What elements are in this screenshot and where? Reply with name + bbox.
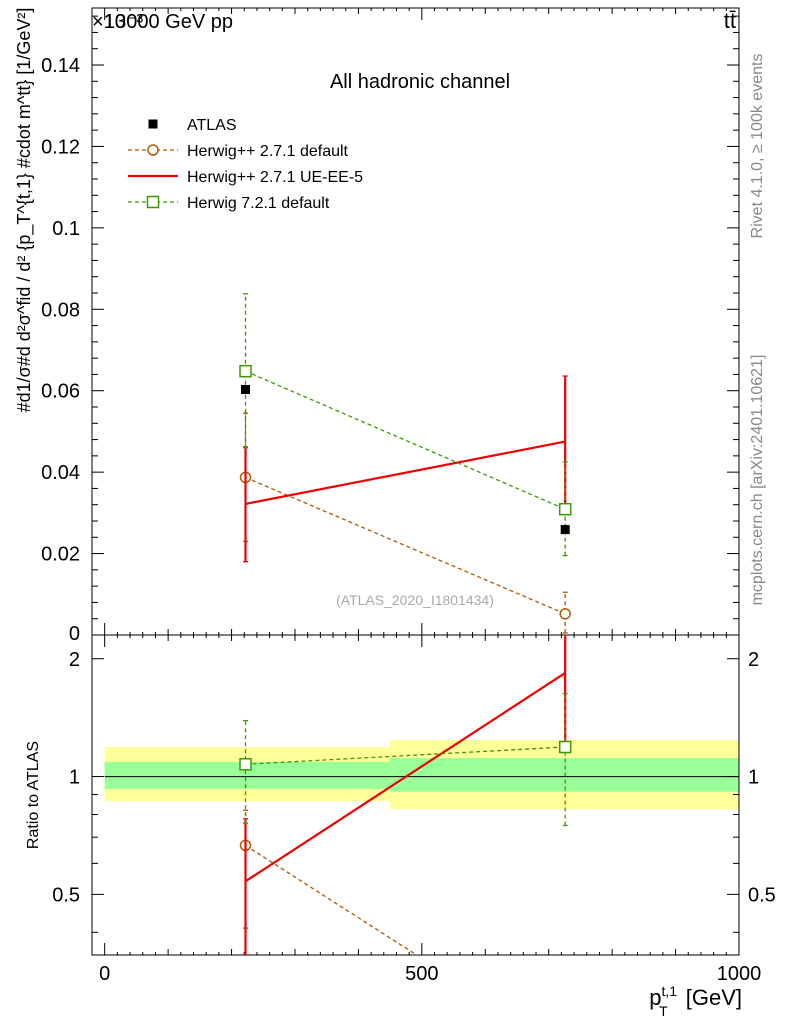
ratio-series-herwig-2-7-1-default <box>239 809 418 955</box>
legend-label: Herwig++ 2.7.1 default <box>187 143 349 160</box>
series-line <box>245 370 566 510</box>
y-tick-label: 0.1 <box>52 218 80 240</box>
mcplots-label: mcplots.cern.ch [arXiv:2401.10621] <box>749 355 766 606</box>
legend-item: Herwig 7.2.1 default <box>128 195 330 212</box>
y-tick-label: 0.04 <box>41 462 80 484</box>
series-line <box>245 476 566 615</box>
data-point <box>239 364 252 378</box>
y-exponent-label: ×10⁻³ <box>92 11 143 33</box>
ratio-plot-frame <box>91 634 740 956</box>
ratio-series-herwig-7-2-1-default <box>239 692 572 827</box>
x-ticks: 0 500 1000 <box>99 8 761 985</box>
rivet-version-label: Rivet 4.1.0, ≥ 100k events <box>749 54 766 239</box>
main-y-axis-label: #d1/σ#d d²σ^fid / d² {p_T^{t,1} #cdot m^… <box>14 8 35 413</box>
y-tick-label: 0.08 <box>41 299 80 321</box>
legend-item: Herwig++ 2.7.1 UE-EE-5 <box>128 169 363 186</box>
y-tick-label: 0 <box>69 623 80 645</box>
legend-swatch <box>147 144 159 156</box>
x-axis-label: pt,1 T [GeV] <box>649 983 742 1019</box>
x-axis-label-sup: t,1 <box>662 983 678 999</box>
data-point <box>239 758 252 771</box>
x-tick-label: 500 <box>405 963 438 985</box>
y-tick-label: 0.14 <box>41 55 80 77</box>
ratio-y-axis-label: Ratio to ATLAS <box>25 741 42 849</box>
y-tick-label: 0.06 <box>41 381 80 403</box>
x-axis-label-unit: [GeV] <box>680 985 742 1010</box>
legend-label: Herwig++ 2.7.1 UE-EE-5 <box>187 169 363 186</box>
y-ticks-main: 0 0.02 0.04 0.06 0.08 0.1 0.12 0.14 <box>41 15 739 645</box>
legend: ATLAS Herwig++ 2.7.1 default Herwig++ 2.7.… <box>128 117 363 212</box>
x-axis-label-sub: T <box>659 1003 668 1019</box>
series-atlas <box>241 384 570 535</box>
y-tick-label: 2 <box>69 649 80 671</box>
data-point <box>560 525 570 535</box>
data-point <box>241 384 251 394</box>
y-tick-label-right: 2 <box>748 649 759 671</box>
x-tick-label: 1000 <box>717 963 762 985</box>
legend-swatch <box>146 195 160 209</box>
data-point <box>558 502 572 516</box>
legend-item: Herwig++ 2.7.1 default <box>128 143 349 160</box>
analysis-label: (ATLAS_2020_I1801434) <box>336 592 494 608</box>
series-line <box>245 746 566 765</box>
data-point <box>559 608 571 620</box>
series-line <box>245 844 418 955</box>
chart-title: All hadronic channel <box>330 71 510 93</box>
y-tick-label-right: 1 <box>748 767 759 789</box>
y-tick-label: 1 <box>69 767 80 789</box>
x-axis-label-main: p <box>649 985 661 1010</box>
x-tick-label: 0 <box>99 963 110 985</box>
series-herwig-7-2-1-default <box>239 293 572 557</box>
legend-swatch <box>148 119 158 129</box>
y-ticks-ratio: 0.5 0.5 1 1 2 2 <box>52 649 776 933</box>
series-herwig-2-7-1-ue-ee-5 <box>243 375 568 563</box>
main-plot-frame <box>91 7 740 636</box>
ratio-uncertainty-bands <box>104 740 739 810</box>
data-point <box>558 740 572 754</box>
series-line <box>245 440 566 505</box>
y-tick-label: 0.02 <box>41 544 80 566</box>
y-tick-label-right: 0.5 <box>748 884 776 906</box>
main-series <box>239 293 572 634</box>
y-tick-label: 0.12 <box>41 136 80 158</box>
legend-item: ATLAS <box>148 117 237 134</box>
energy-label: 13000 GeV pp <box>104 11 233 33</box>
y-tick-label: 0.5 <box>52 884 80 906</box>
process-label: tt̄ <box>724 8 736 33</box>
legend-label: Herwig 7.2.1 default <box>187 195 330 212</box>
series-line <box>244 672 566 883</box>
ratio-series <box>239 635 572 955</box>
legend-label: ATLAS <box>187 117 237 134</box>
